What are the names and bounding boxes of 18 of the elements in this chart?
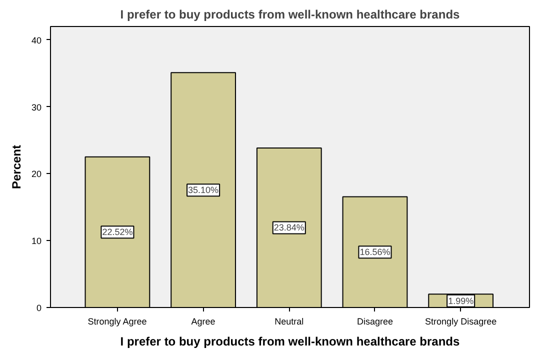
x-tick-label: Strongly Disagree (425, 316, 497, 326)
data-label: 1.99% (448, 296, 474, 306)
y-axis-title: Percent (9, 144, 24, 190)
x-tick-label: Disagree (356, 316, 394, 326)
x-axis-title: I prefer to buy products from well-known healthcare brands (120, 334, 460, 348)
y-tick-label: 30 (31, 102, 42, 112)
y-tick-label: 20 (31, 169, 42, 180)
data-label: 22.52% (102, 227, 133, 238)
data-label: 16.56% (360, 247, 390, 258)
data-label: 35.10% (188, 185, 219, 196)
y-tick-label: 40 (31, 35, 42, 46)
chart-title: I prefer to buy products from well-known healthcare brands (120, 8, 460, 22)
y-tick-label: 0 (36, 303, 42, 313)
x-tick-label: Strongly Agree (88, 316, 147, 326)
x-tick-label: Neutral (274, 316, 304, 326)
y-tick-label: 10 (31, 236, 42, 246)
x-tick-label: Agree (191, 316, 216, 326)
data-label: 23.84% (274, 222, 304, 233)
